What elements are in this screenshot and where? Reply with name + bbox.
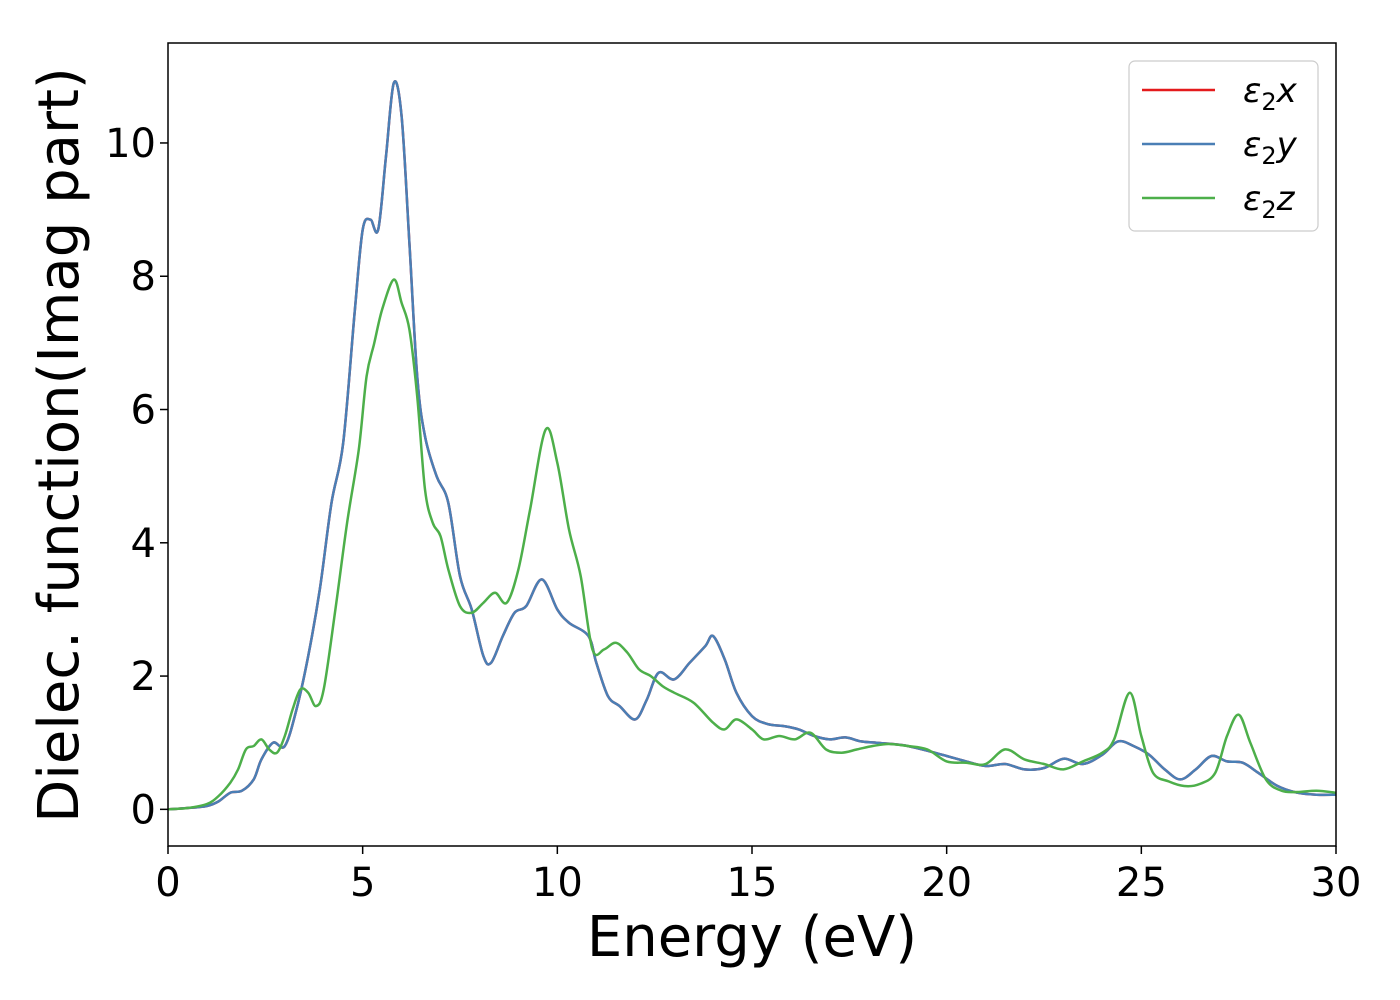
y-tick-label: 6 xyxy=(131,388,156,434)
y-tick-label: 4 xyxy=(131,521,156,567)
x-tick-label: 20 xyxy=(921,860,972,906)
y-tick-label: 8 xyxy=(131,254,156,300)
series-layer xyxy=(168,80,1336,811)
x-tick-label: 25 xyxy=(1116,860,1167,906)
legend: ε2x ε2y ε2z xyxy=(1128,60,1319,232)
x-tick-label: 15 xyxy=(727,860,778,906)
y-axis-title: Dielec. function(Imag part) xyxy=(27,67,92,823)
x-tick-label: 30 xyxy=(1311,860,1362,906)
x-tick-label: 0 xyxy=(155,860,180,906)
series-line-z xyxy=(168,278,1336,811)
series-line-y xyxy=(168,80,1336,811)
legend-box xyxy=(1128,60,1319,232)
x-axis: 0 5 10 15 20 25 30 xyxy=(155,846,1361,906)
y-tick-label: 2 xyxy=(131,654,156,700)
legend-label-y: ε2y xyxy=(1243,125,1298,170)
y-axis: 0 2 4 6 8 10 xyxy=(105,121,168,833)
x-tick-label: 10 xyxy=(532,860,583,906)
x-axis-title: Energy (eV) xyxy=(587,905,917,970)
x-tick-label: 5 xyxy=(350,860,375,906)
y-tick-label: 0 xyxy=(131,787,156,833)
legend-label-z: ε2z xyxy=(1243,179,1296,224)
legend-label-x: ε2x xyxy=(1243,71,1298,116)
y-tick-label: 10 xyxy=(105,121,156,167)
